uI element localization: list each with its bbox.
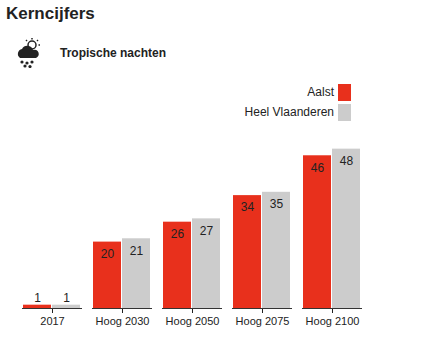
svg-text:46: 46	[311, 161, 325, 175]
svg-text:48: 48	[340, 154, 354, 168]
svg-text:Hoog 2030: Hoog 2030	[96, 315, 150, 327]
svg-text:20: 20	[101, 247, 115, 261]
svg-text:Hoog 2100: Hoog 2100	[306, 315, 360, 327]
html-text:Heel Vlaanderen: Heel Vlaanderen	[244, 105, 334, 119]
svg-text:34: 34	[241, 200, 255, 214]
html-text:Tropische nachten: Tropische nachten	[60, 46, 166, 60]
svg-text:21: 21	[130, 244, 144, 258]
svg-text:26: 26	[171, 227, 185, 241]
html-text:Kerncijfers: Kerncijfers	[6, 4, 95, 23]
svg-text:2017: 2017	[40, 315, 64, 327]
svg-text:1: 1	[63, 291, 70, 305]
svg-text:35: 35	[270, 197, 284, 211]
svg-text:27: 27	[200, 224, 214, 238]
svg-text:Hoog 2050: Hoog 2050	[166, 315, 220, 327]
svg-text:Hoog 2075: Hoog 2075	[236, 315, 290, 327]
svg-text:1: 1	[34, 291, 41, 305]
html-text:Aalst: Aalst	[307, 85, 334, 99]
